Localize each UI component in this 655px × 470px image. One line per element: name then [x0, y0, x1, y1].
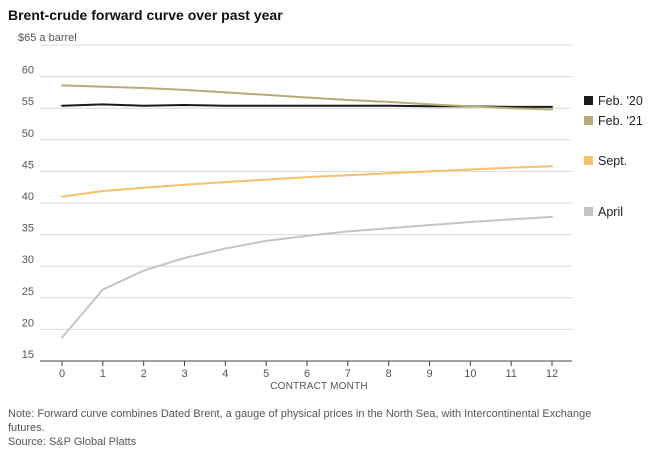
y-tick-label: 40 [22, 191, 34, 203]
y-axis-ticks: 15 20 25 30 35 40 45 50 55 60 [22, 65, 34, 361]
y-tick-label: 15 [22, 349, 34, 361]
y-tick-label: 30 [22, 254, 34, 266]
series-line [61, 84, 553, 111]
y-tick-label: 50 [22, 128, 34, 140]
legend-swatch [584, 207, 593, 216]
legend-label: Feb. '20 [598, 94, 643, 108]
x-axis: 0 1 2 3 4 5 6 7 8 9 10 11 12 [40, 360, 572, 380]
series-line [61, 165, 553, 198]
y-tick-label: 35 [22, 223, 34, 235]
footnote: Note: Forward curve combines Dated Brent… [8, 408, 592, 434]
x-tick-label: 4 [222, 368, 228, 380]
legend-label: Feb. '21 [598, 114, 643, 128]
legend-swatch [584, 96, 593, 105]
x-tick-label: 8 [386, 368, 392, 380]
chart-title: Brent-crude forward curve over past year [8, 7, 283, 23]
y-axis-unit-label: $65 a barrel [18, 32, 77, 44]
legend-swatch [584, 156, 593, 165]
x-tick-label: 12 [546, 368, 558, 380]
x-tick-label: 2 [141, 368, 147, 380]
gridlines [40, 44, 572, 362]
x-tick-label: 9 [426, 368, 432, 380]
legend-swatch [584, 116, 593, 125]
x-tick-label: 5 [263, 368, 269, 380]
x-tick-label: 0 [59, 368, 65, 380]
x-tick-label: 10 [464, 368, 476, 380]
legend: Feb. '20 Feb. '21 Sept. April [584, 94, 643, 219]
x-tick-label: 11 [505, 368, 516, 380]
x-axis-label: CONTRACT MONTH [270, 381, 368, 392]
source-note: Source: S&P Global Platts [8, 436, 137, 448]
x-tick-label: 7 [345, 368, 351, 380]
y-tick-label: 60 [22, 65, 34, 77]
legend-label: Sept. [598, 154, 627, 168]
y-tick-label: 55 [22, 96, 34, 108]
series-lines [61, 84, 553, 339]
y-tick-label: 20 [22, 317, 34, 329]
y-tick-label: 25 [22, 286, 34, 298]
x-tick-label: 6 [304, 368, 310, 380]
x-tick-label: 3 [181, 368, 187, 380]
series-line [61, 215, 553, 339]
y-tick-label: 45 [22, 159, 34, 171]
x-tick-label: 1 [100, 368, 106, 380]
legend-label: April [598, 205, 623, 219]
